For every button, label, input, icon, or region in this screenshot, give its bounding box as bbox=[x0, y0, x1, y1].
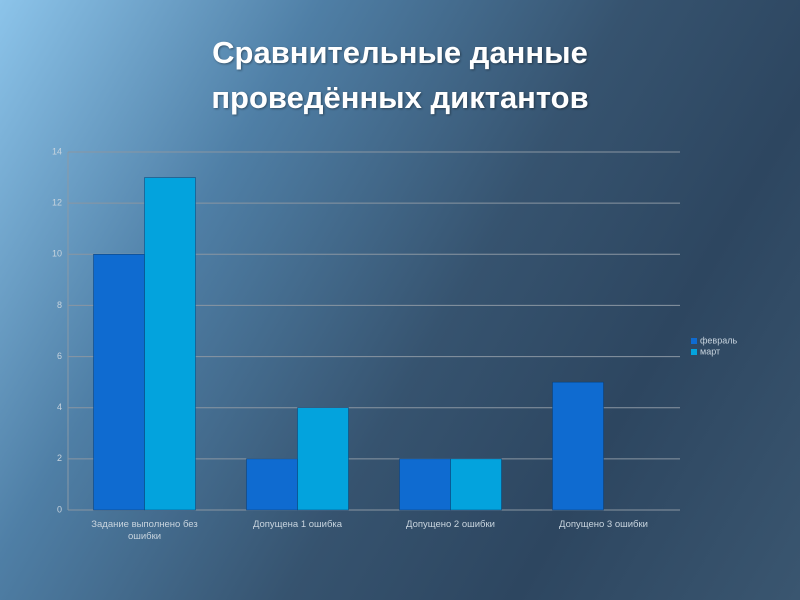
y-tick-label: 8 bbox=[57, 300, 62, 310]
y-tick-label: 12 bbox=[52, 198, 62, 208]
bar bbox=[552, 381, 604, 511]
slide-title: Сравнительные данные проведённых диктант… bbox=[211, 35, 589, 115]
legend-swatch bbox=[691, 338, 697, 344]
y-tick-label: 6 bbox=[57, 351, 62, 361]
bar bbox=[93, 254, 145, 511]
bar bbox=[144, 177, 196, 511]
legend-swatch bbox=[691, 349, 697, 355]
bar bbox=[297, 407, 349, 511]
y-tick-label: 4 bbox=[57, 402, 62, 412]
x-tick-label: Допущена 1 ошибка bbox=[252, 519, 343, 530]
y-tick-label: 0 bbox=[57, 504, 62, 514]
y-tick-label: 10 bbox=[52, 249, 62, 259]
x-tick-label: Допущено 3 ошибки bbox=[559, 519, 648, 530]
y-tick-label: 14 bbox=[52, 146, 62, 156]
x-tick-label: Допущено 2 ошибки bbox=[406, 519, 495, 530]
legend-label: март bbox=[700, 346, 720, 356]
y-tick-label: 2 bbox=[57, 453, 62, 463]
bar bbox=[246, 458, 298, 511]
legend-label: февраль bbox=[700, 335, 737, 345]
bar bbox=[399, 458, 451, 511]
x-tick-label: Задание выполнено без ошибки bbox=[91, 519, 198, 542]
bar bbox=[450, 458, 502, 511]
